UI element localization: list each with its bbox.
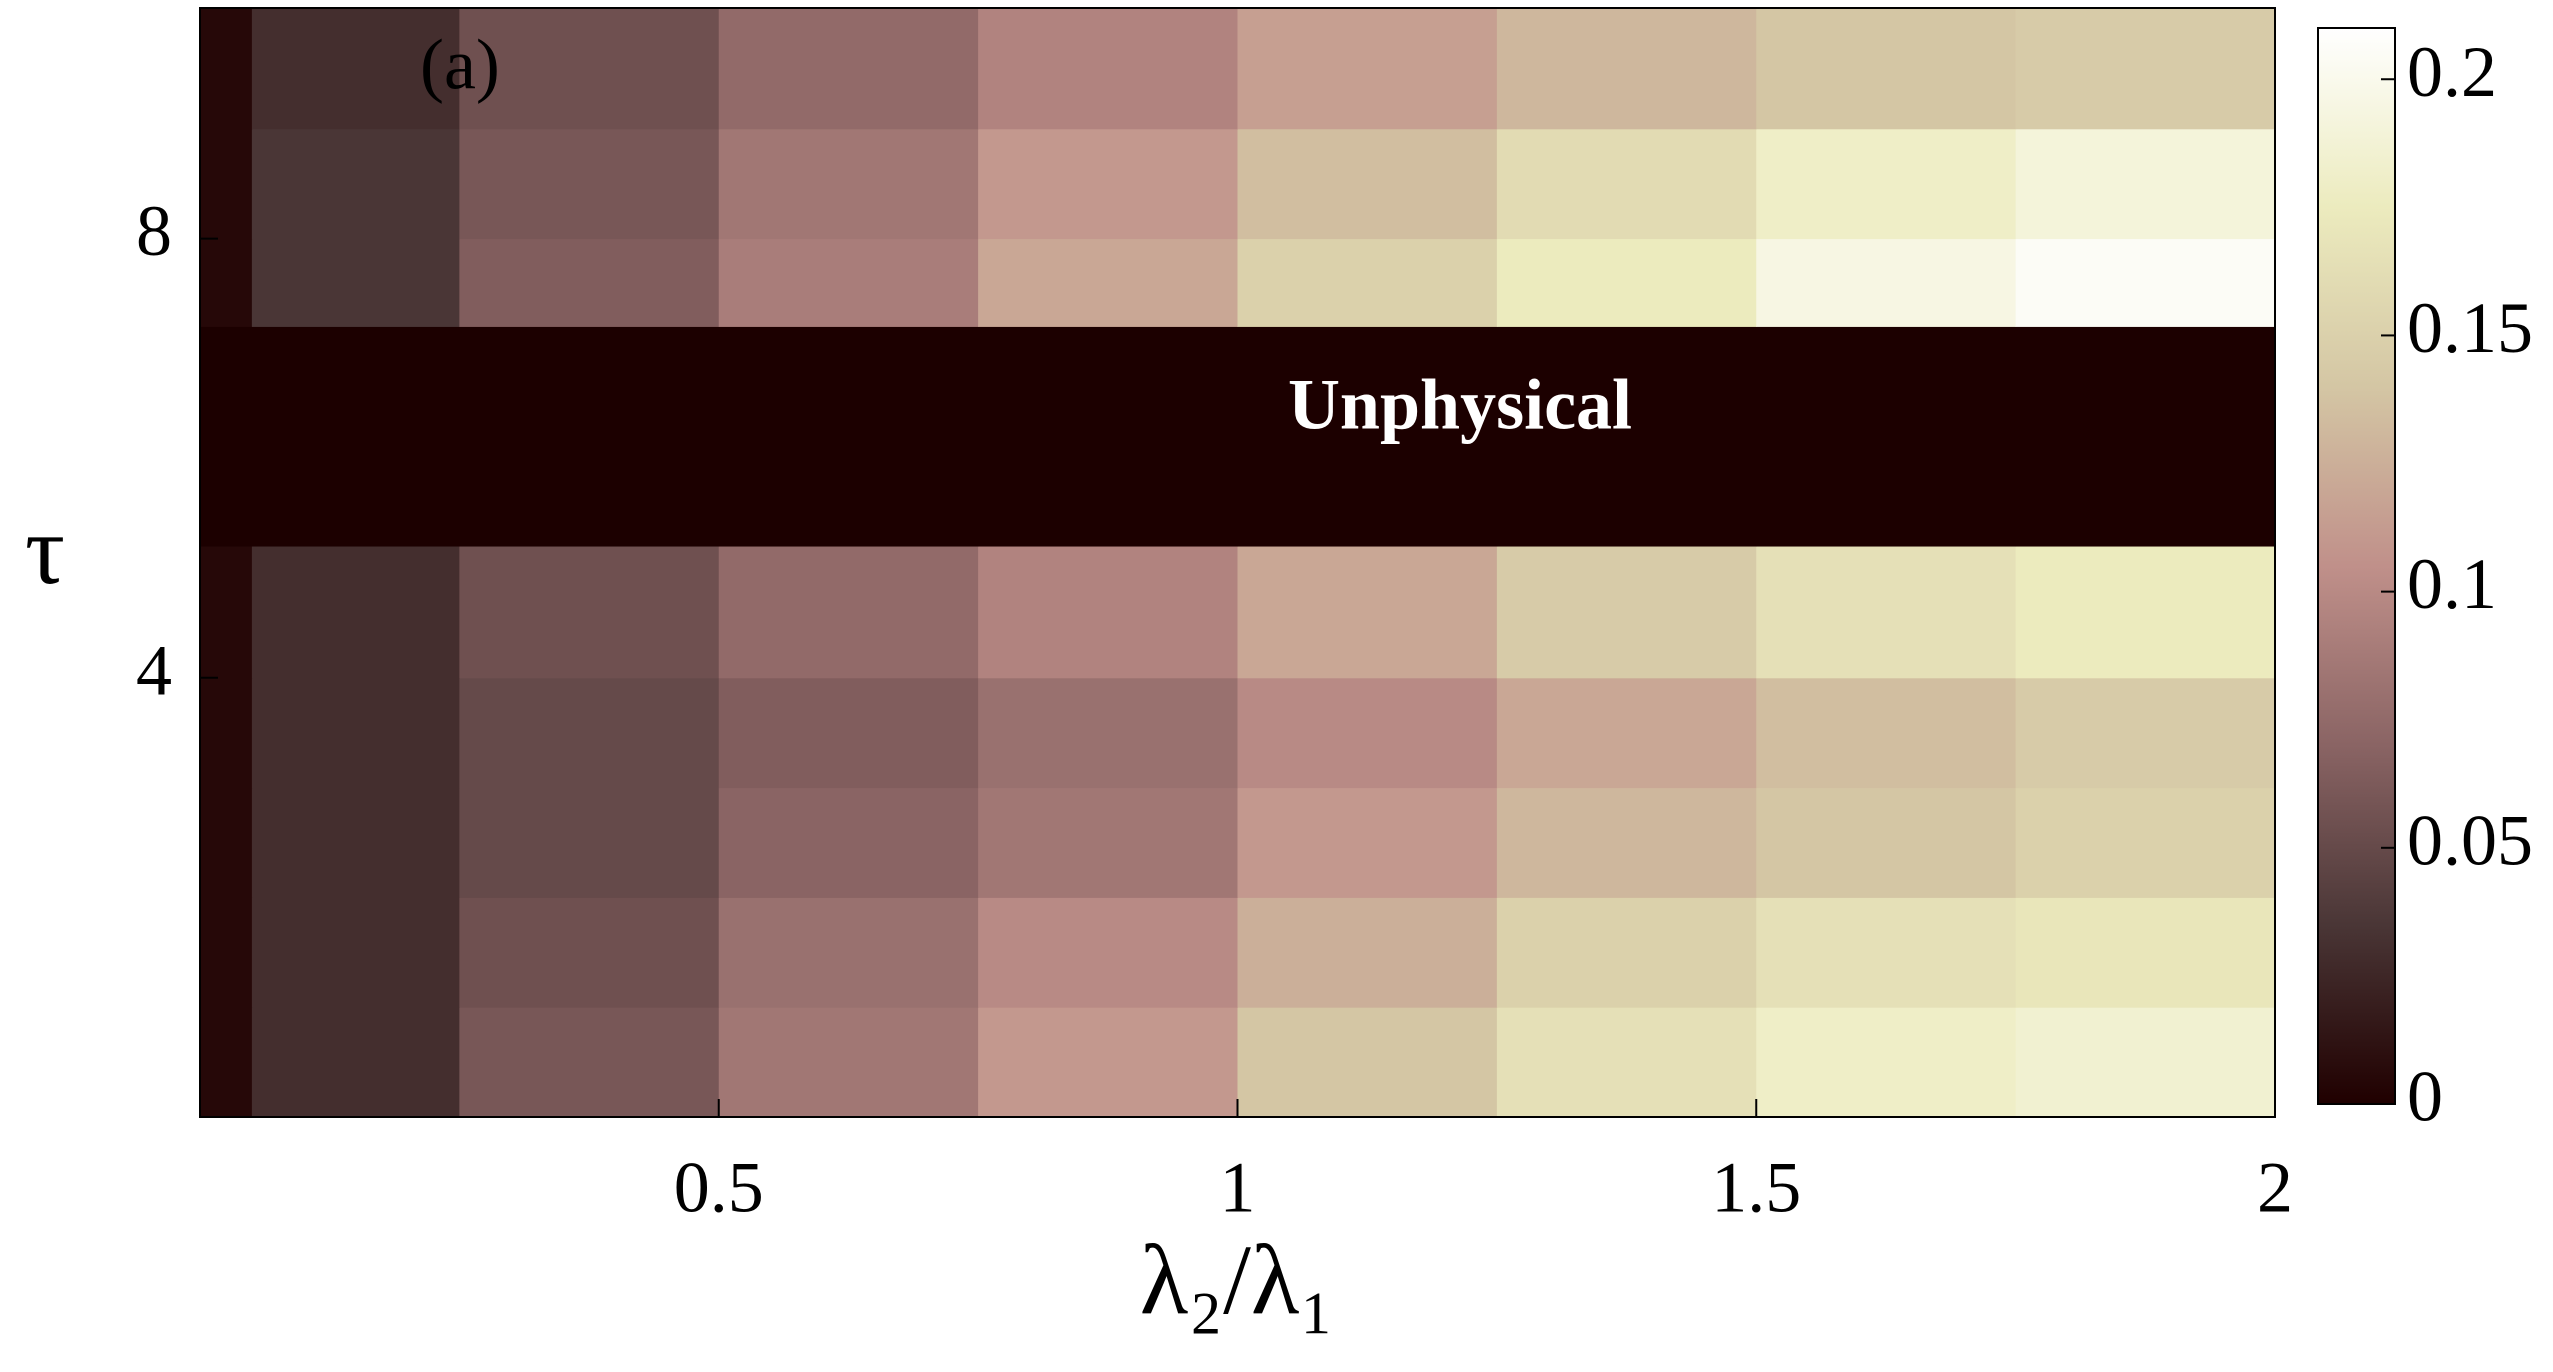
heatmap-cell <box>1496 1007 1757 1118</box>
heatmap-cell <box>1756 1007 2017 1118</box>
heatmap-cell <box>2015 238 2276 327</box>
x-tick-label: 2 <box>2257 1148 2293 1228</box>
heatmap-cell <box>978 238 1238 327</box>
heatmap-cell <box>1237 128 1498 240</box>
panel-label: (a) <box>420 25 500 105</box>
heatmap-cell <box>1756 897 2017 1008</box>
heatmap-cell <box>200 128 253 240</box>
heatmap-cell <box>978 787 1238 898</box>
heatmap-cell <box>978 8 1238 130</box>
heatmap-cell <box>1756 8 2017 130</box>
heatmap-cell <box>200 677 253 789</box>
unphysical-cell <box>718 326 979 547</box>
heatmap-cell <box>718 546 979 679</box>
heatmap-cell <box>200 546 253 679</box>
colorbar-tick-label: 0.15 <box>2407 288 2533 368</box>
heatmap-cell <box>1496 787 1757 898</box>
heatmap-cell <box>1237 897 1498 1008</box>
heatmap-cell <box>1237 1007 1498 1118</box>
heatmap-cell <box>459 897 720 1008</box>
heatmap-cell <box>978 546 1238 679</box>
y-tick-label: 8 <box>136 191 172 271</box>
heatmap-cell <box>718 787 979 898</box>
heatmap-cell <box>718 1007 979 1118</box>
heatmap-cell <box>718 128 979 240</box>
heatmap-cell <box>251 897 460 1008</box>
heatmap-cell <box>1496 8 1757 130</box>
heatmap-cell <box>200 787 253 898</box>
heatmap-cell <box>1496 897 1757 1008</box>
heatmap-cell <box>1237 787 1498 898</box>
heatmap-cell <box>251 8 460 130</box>
heatmap-cell <box>459 128 720 240</box>
heatmap-cell <box>200 238 253 327</box>
heatmap-cell <box>251 787 460 898</box>
heatmap-cell <box>2015 128 2276 240</box>
unphysical-cell <box>978 326 1238 547</box>
heatmap-cell <box>1496 238 1757 327</box>
heatmap-cell <box>200 897 253 1008</box>
heatmap-cell <box>978 677 1238 789</box>
heatmap-cell <box>1496 546 1757 679</box>
heatmap-cell <box>2015 1007 2276 1118</box>
heatmap-cell <box>978 1007 1238 1118</box>
colorbar-tick-label: 0.05 <box>2407 800 2533 880</box>
heatmap-cell <box>251 128 460 240</box>
colorbar-tick-label: 0.1 <box>2407 544 2497 624</box>
heatmap-cell <box>1756 128 2017 240</box>
unphysical-cell <box>1496 326 1757 547</box>
y-axis-label: τ <box>25 494 65 605</box>
heatmap-cell <box>1756 546 2017 679</box>
heatmap-cell <box>251 677 460 789</box>
unphysical-cell <box>1756 326 2017 547</box>
heatmap-cell <box>1496 677 1757 789</box>
heatmap-cell <box>459 238 720 327</box>
unphysical-cell <box>2015 326 2276 547</box>
heatmap-cell <box>1756 238 2017 327</box>
heatmap-cell <box>2015 677 2276 789</box>
heatmap-cell <box>1756 787 2017 898</box>
heatmap-cell <box>2015 8 2276 130</box>
heatmap-cell <box>1237 238 1498 327</box>
heatmap-cell <box>251 546 460 679</box>
heatmap-cell <box>459 546 720 679</box>
x-tick-label: 1.5 <box>1711 1148 1801 1228</box>
heatmap-cell <box>251 1007 460 1118</box>
heatmap-cell <box>459 787 720 898</box>
heatmap-cell <box>200 8 253 130</box>
heatmap-cell <box>718 677 979 789</box>
heatmap-cell <box>978 897 1238 1008</box>
x-axis-label: λ₂/λ₁ <box>1140 1224 1334 1335</box>
heatmap <box>200 8 2276 1118</box>
heatmap-cell <box>718 238 979 327</box>
heatmap-cell <box>2015 897 2276 1008</box>
heatmap-cell <box>1756 677 2017 789</box>
colorbar <box>2317 27 2396 1105</box>
unphysical-cell <box>459 326 720 547</box>
heatmap-cell <box>718 897 979 1008</box>
heatmap-cell <box>978 128 1238 240</box>
colorbar-tick-label: 0.2 <box>2407 32 2497 112</box>
heatmap-cell <box>459 677 720 789</box>
heatmap-cell <box>1496 128 1757 240</box>
unphysical-cell <box>251 326 460 547</box>
heatmap-cell <box>200 1007 253 1118</box>
heatmap-cell <box>2015 787 2276 898</box>
unphysical-cell <box>200 326 253 547</box>
heatmap-cell <box>1237 546 1498 679</box>
heatmap-cell <box>251 238 460 327</box>
heatmap-cell <box>459 8 720 130</box>
x-tick-label: 0.5 <box>674 1148 764 1228</box>
heatmap-cell <box>2015 546 2276 679</box>
x-tick-label: 1 <box>1220 1148 1256 1228</box>
heatmap-cell <box>1237 677 1498 789</box>
heatmap-cell <box>1237 8 1498 130</box>
y-tick-label: 4 <box>136 630 172 710</box>
heatmap-cell <box>459 1007 720 1118</box>
heatmap-cell <box>718 8 979 130</box>
unphysical-cell <box>1237 326 1498 547</box>
colorbar-tick-label: 0 <box>2407 1057 2443 1137</box>
region-label: Unphysical <box>1288 365 1632 445</box>
